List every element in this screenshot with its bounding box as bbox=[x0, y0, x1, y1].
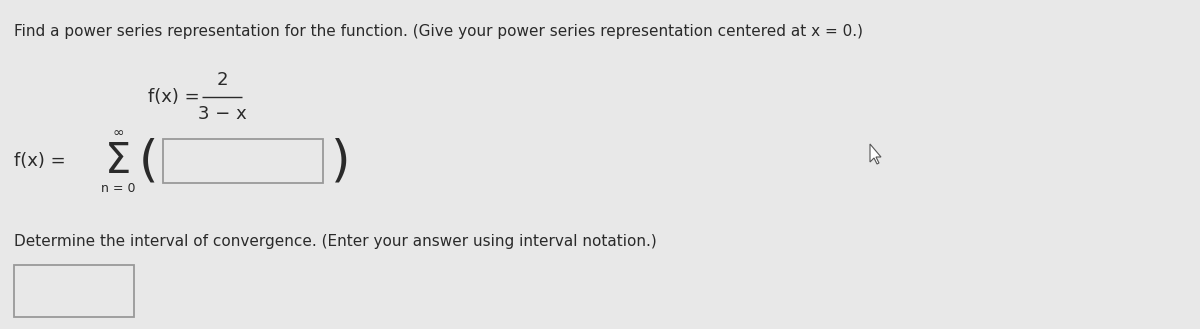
FancyBboxPatch shape bbox=[163, 139, 323, 183]
Text: Σ: Σ bbox=[104, 140, 131, 182]
Text: f(x) =: f(x) = bbox=[148, 88, 199, 106]
Text: f(x) =: f(x) = bbox=[14, 152, 66, 170]
Text: (: ( bbox=[138, 137, 157, 185]
Text: Find a power series representation for the function. (Give your power series rep: Find a power series representation for t… bbox=[14, 24, 863, 39]
Text: Determine the interval of convergence. (Enter your answer using interval notatio: Determine the interval of convergence. (… bbox=[14, 234, 656, 249]
Text: 3 − x: 3 − x bbox=[198, 105, 246, 123]
FancyBboxPatch shape bbox=[14, 265, 134, 317]
Text: 2: 2 bbox=[216, 71, 228, 89]
Text: n = 0: n = 0 bbox=[101, 183, 136, 195]
Text: ): ) bbox=[331, 137, 350, 185]
Polygon shape bbox=[870, 144, 881, 164]
Text: ∞: ∞ bbox=[113, 126, 124, 140]
